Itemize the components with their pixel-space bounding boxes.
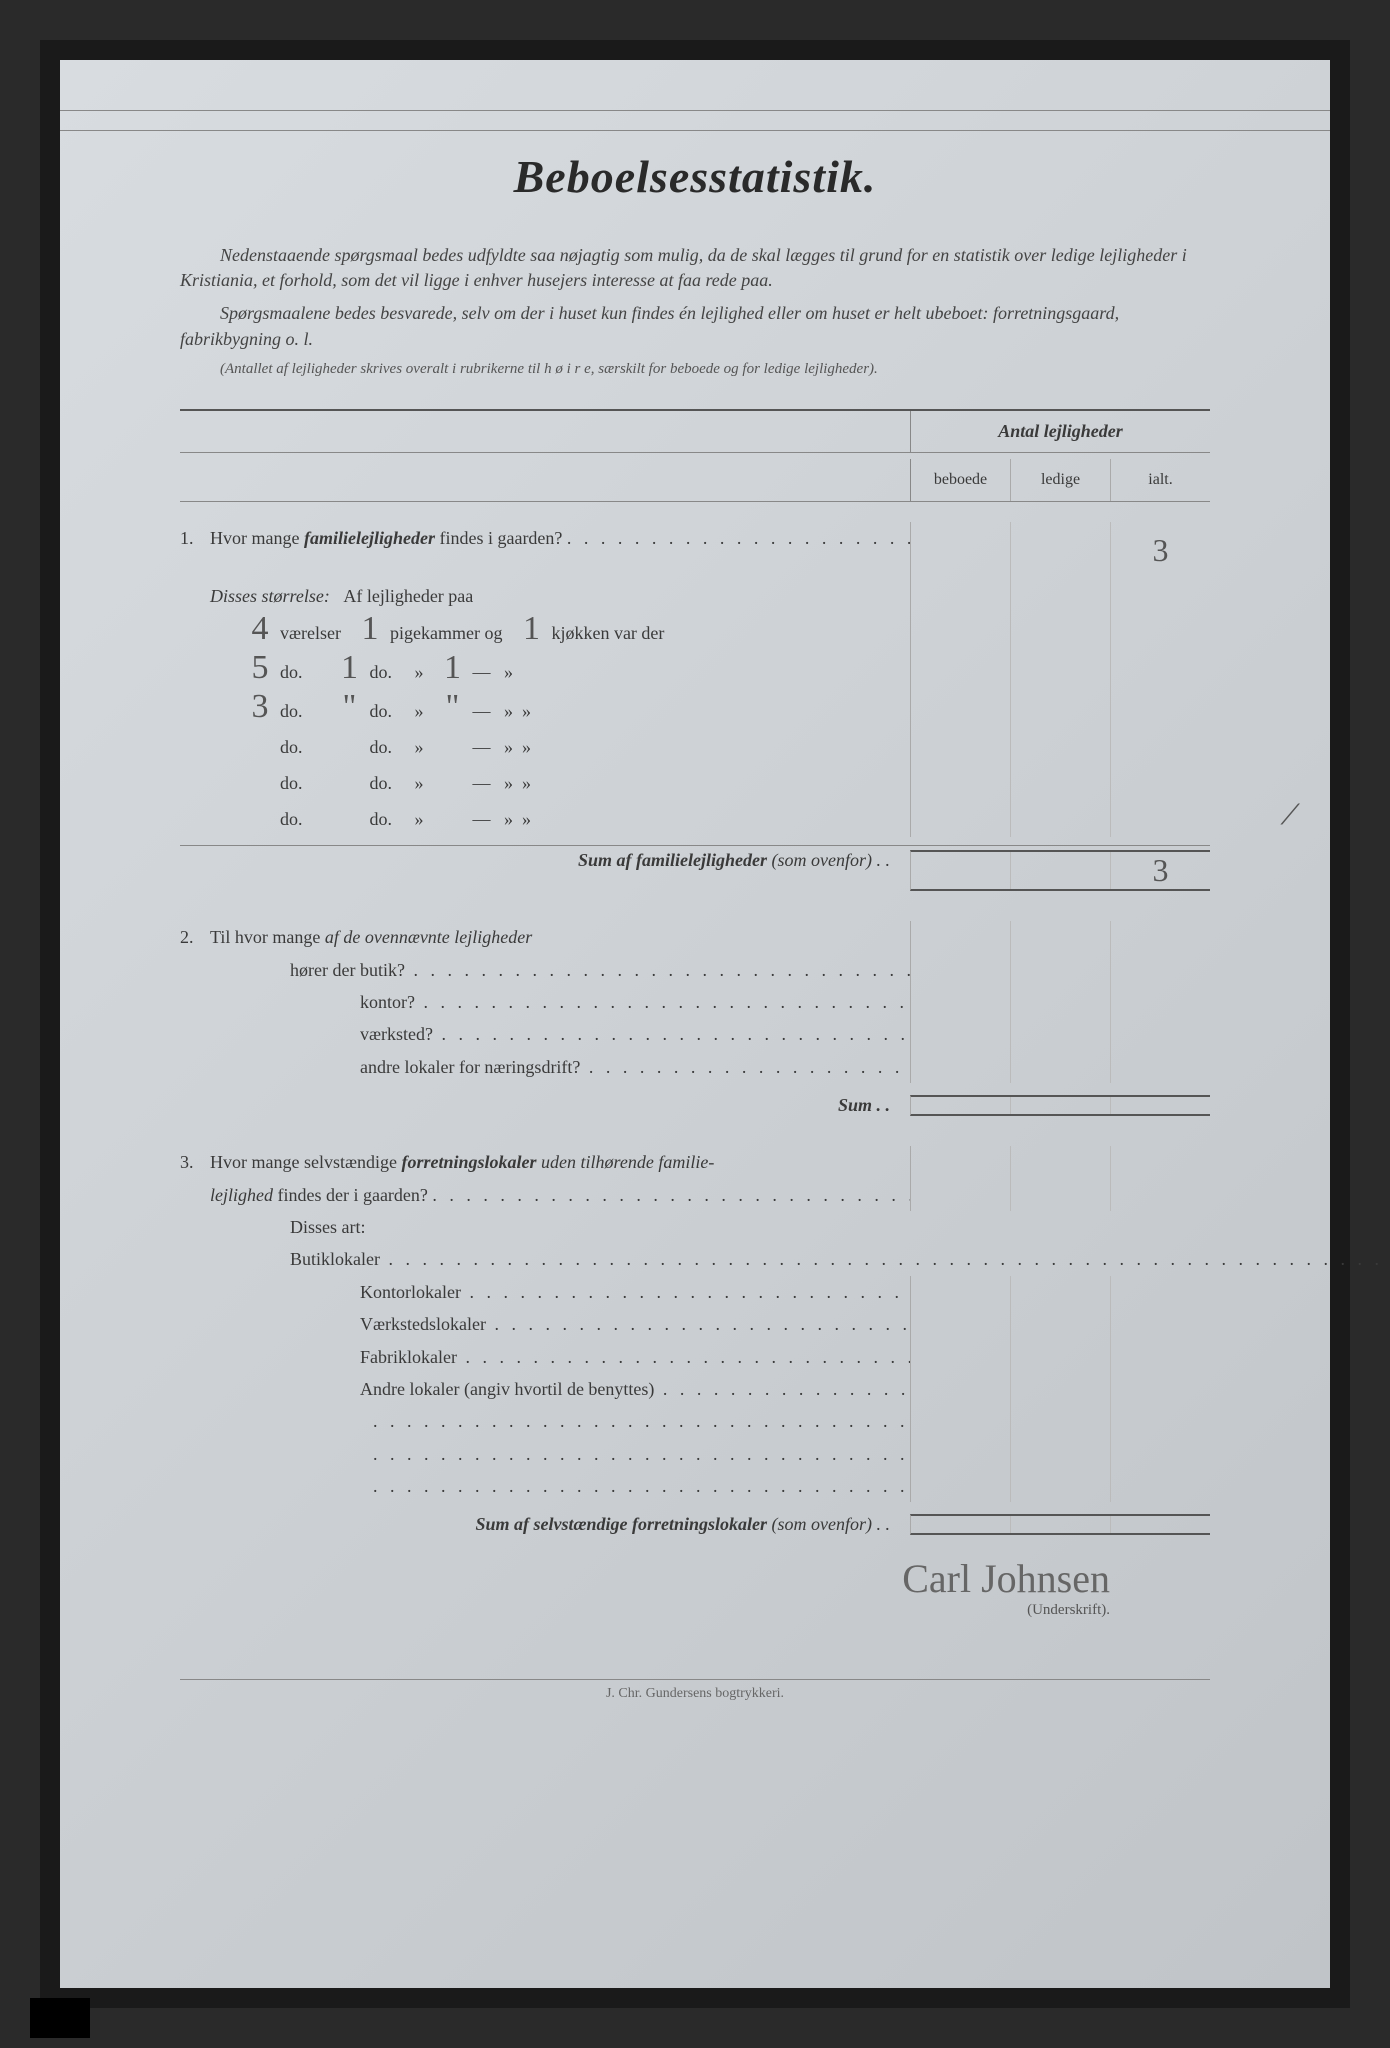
col-beboede: beboede bbox=[911, 459, 1011, 501]
q2-butik: hører der butik? bbox=[180, 954, 1210, 986]
r3-vaerelser: 3 bbox=[240, 690, 280, 724]
room-row-3: 3 do. " do. » " — » » bbox=[180, 690, 1210, 729]
q3-art-row: Disses art: Butiklokaler bbox=[180, 1211, 1210, 1276]
room-row-1: 4 værelser 1 pigekammer og 1 kjøkken var… bbox=[180, 612, 1210, 651]
printer-line: J. Chr. Gundersens bogtrykkeri. bbox=[180, 1679, 1210, 1702]
signature-label: (Underskrift). bbox=[180, 1602, 1110, 1619]
r1-pigekammer: 1 bbox=[350, 612, 390, 646]
sum1-beboede bbox=[911, 852, 1011, 889]
sum1-ledige bbox=[1011, 852, 1111, 889]
intro-paragraph-2: Spørgsmaalene bedes besvarede, selv om d… bbox=[180, 301, 1210, 351]
q3-fabrik: Fabriklokaler bbox=[180, 1341, 1210, 1373]
question-2: 2. Til hvor mange af de ovennævnte lejli… bbox=[180, 921, 1210, 953]
col-ledige: ledige bbox=[1011, 459, 1111, 501]
q2-andre: andre lokaler for næringsdrift? bbox=[180, 1051, 1210, 1083]
q1-beboede bbox=[911, 522, 1011, 580]
q2-vaerksted: værksted? bbox=[180, 1018, 1210, 1050]
sum-2: Sum . . bbox=[180, 1091, 1210, 1116]
q3-number: 3. bbox=[180, 1146, 210, 1178]
sum-3: Sum af selvstændige forretningslokaler (… bbox=[180, 1510, 1210, 1535]
intro-note: (Antallet af lejligheder skrives overalt… bbox=[180, 360, 1210, 380]
document-page: Beboelsesstatistik. Nedenstaaende spørgs… bbox=[60, 60, 1330, 1988]
sum-1: Sum af familielejligheder (som ovenfor) … bbox=[180, 845, 1210, 891]
scan-artifact bbox=[30, 1998, 90, 2038]
question-1: 1. Hvor mange familielejligheder findes … bbox=[180, 522, 1210, 580]
q3-vaerksted: Værkstedslokaler bbox=[180, 1308, 1210, 1340]
r2-kjokken: 1 bbox=[433, 651, 473, 685]
q1-ialt: 3 bbox=[1111, 522, 1210, 580]
q3-art-label: Disses art: bbox=[290, 1217, 366, 1237]
r3-pigekammer: " bbox=[330, 690, 370, 724]
r1-vaerelser: 4 bbox=[240, 612, 280, 646]
signature: Carl Johnsen bbox=[180, 1555, 1110, 1602]
page-title: Beboelsesstatistik. bbox=[180, 150, 1210, 203]
r2-pigekammer: 1 bbox=[330, 651, 370, 685]
q3-andre: Andre lokaler (angiv hvortil de benyttes… bbox=[180, 1373, 1210, 1405]
sum1-ialt: 3 bbox=[1111, 852, 1210, 889]
room-row-6: do. do. » — » » bbox=[180, 801, 1210, 837]
r3-kjokken: " bbox=[433, 690, 473, 724]
q1-cells: 3 bbox=[910, 522, 1210, 580]
disses-row: Disses størrelse: Af lejligheder paa bbox=[180, 580, 1210, 612]
table-header-row: Antal lejligheder bbox=[180, 409, 1210, 453]
r2-vaerelser: 5 bbox=[240, 651, 280, 685]
af-lejligheder: Af lejligheder paa bbox=[343, 586, 473, 606]
table-subheader-row: beboede ledige ialt. bbox=[180, 459, 1210, 502]
room-row-2: 5 do. 1 do. » 1 — » bbox=[180, 651, 1210, 690]
q3-blank1 bbox=[180, 1405, 1210, 1437]
q3-blank2 bbox=[180, 1438, 1210, 1470]
room-row-5: do. do. » — » » bbox=[180, 765, 1210, 801]
sum1-label: Sum af familielejligheder bbox=[578, 850, 767, 870]
table-header-label: Antal lejligheder bbox=[910, 411, 1210, 452]
q1-text: Hvor mange familielejligheder findes i g… bbox=[210, 522, 910, 554]
intro-paragraph-1: Nedenstaaende spørgsmaal bedes udfyldte … bbox=[180, 243, 1210, 293]
sum3-label: Sum af selvstændige forretningslokaler bbox=[475, 1514, 767, 1534]
disses-label: Disses størrelse: bbox=[210, 586, 330, 606]
col-ialt: ialt. bbox=[1111, 459, 1210, 501]
r1-kjokken: 1 bbox=[511, 612, 551, 646]
margin-mark: ⟋ bbox=[1280, 800, 1300, 832]
signature-area: Carl Johnsen (Underskrift). bbox=[180, 1555, 1210, 1619]
q3-line2: lejlighed findes der i gaarden? bbox=[180, 1179, 1210, 1211]
scan-frame: Beboelsesstatistik. Nedenstaaende spørgs… bbox=[40, 40, 1350, 2008]
q1-number: 1. bbox=[180, 522, 210, 554]
q3-blank3 bbox=[180, 1470, 1210, 1502]
q2-number: 2. bbox=[180, 921, 210, 953]
q2-kontor: kontor? bbox=[180, 986, 1210, 1018]
q1-ledige bbox=[1011, 522, 1111, 580]
room-row-4: do. do. » — » » bbox=[180, 729, 1210, 765]
q3-kontor: Kontorlokaler bbox=[180, 1276, 1210, 1308]
question-3: 3. Hvor mange selvstændige forretningslo… bbox=[180, 1146, 1210, 1178]
